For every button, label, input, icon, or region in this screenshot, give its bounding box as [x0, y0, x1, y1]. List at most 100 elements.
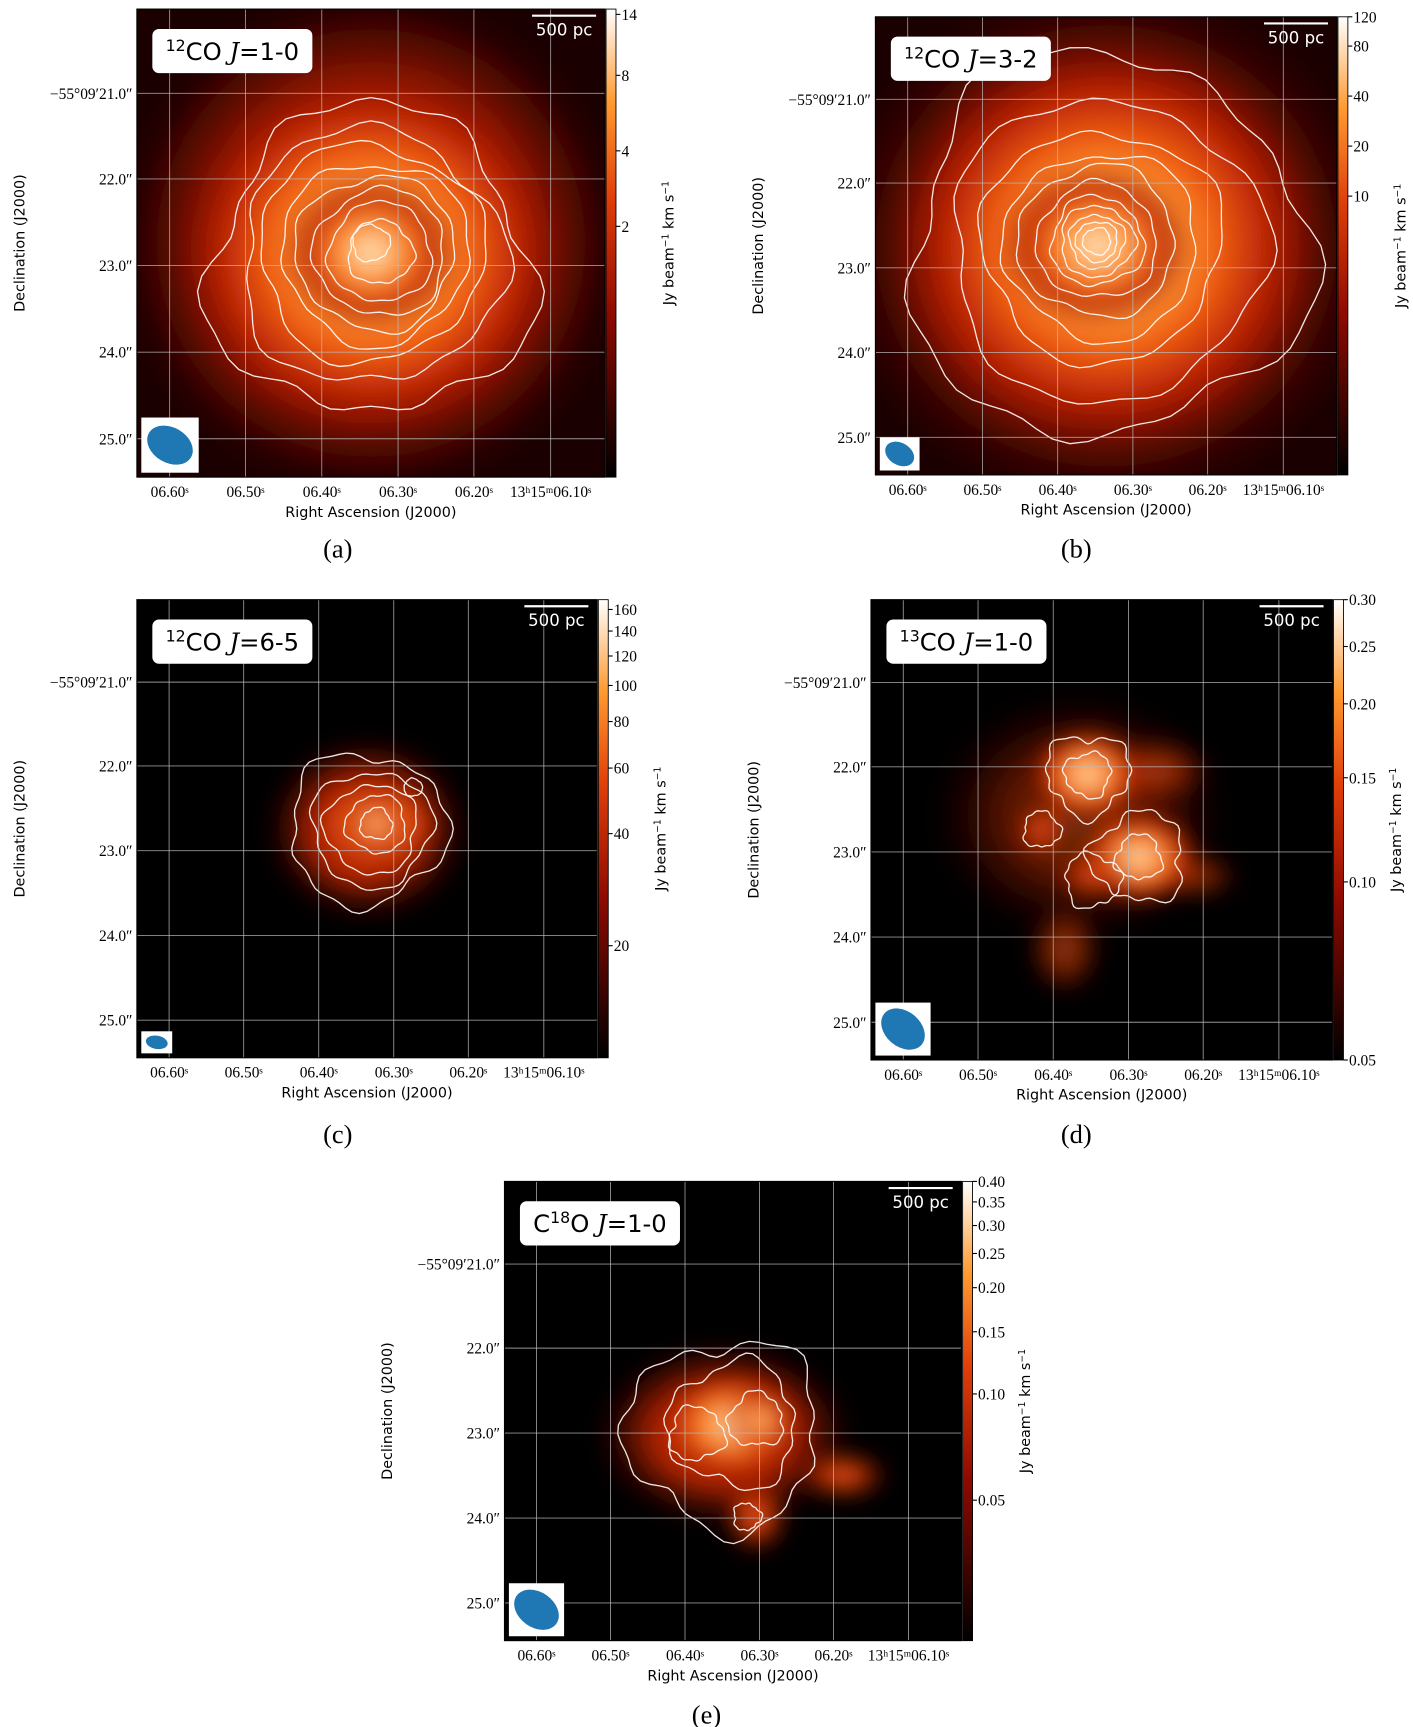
text-group: 13CO J=1-0 [900, 626, 1034, 657]
y-axis-label: Declination (J2000) [751, 177, 767, 315]
x-tick-label: 06.40ˢ [1034, 1067, 1073, 1084]
page: 500 pc 12CO J=1-0 06.60ˢ 06.50ˢ 06.40ˢ 06.30ˢ… [0, 0, 1413, 1727]
colorbar-tick-label: 80 [1353, 39, 1369, 56]
x-tick-label: 13ʰ15ᵐ06.10ˢ [510, 484, 592, 501]
text-group: Jy beam−1 km s−1 [1392, 184, 1410, 309]
emission-blob [797, 1452, 888, 1498]
text-group: Jy beam−1 km s−1 [660, 181, 678, 306]
colorbar-tick-label: 0.20 [978, 1280, 1005, 1297]
y-tick-label: −55°09′21.0″ [50, 675, 133, 692]
colorbar [963, 1181, 973, 1640]
y-tick-label: 24.0″ [838, 345, 871, 362]
x-tick-label: 06.60ˢ [517, 1648, 556, 1665]
emission-blob [724, 1480, 788, 1553]
text-group: Jy beam−1 km s−1 [1387, 768, 1405, 893]
x-tick-label: 06.40ˢ [1039, 482, 1078, 499]
y-tick-label: 23.0″ [833, 844, 866, 861]
colorbar-tick-label: 0.20 [1349, 696, 1376, 713]
emission-blob [1014, 802, 1069, 857]
text-part: CO [186, 627, 230, 656]
x-tick-label: 13ʰ15ᵐ06.10ˢ [1238, 1067, 1320, 1084]
x-tick-label: 06.60ˢ [884, 1067, 923, 1084]
scale-bar-label: 500 pc [892, 1193, 948, 1212]
text-part: =6-5 [239, 627, 299, 656]
x-tick-label: 06.30ˢ [375, 1065, 414, 1082]
colorbar-tick-label: 0.10 [978, 1386, 1005, 1403]
text-part: =1-0 [607, 1209, 667, 1238]
text-part: km s [1393, 197, 1409, 236]
text-part: Jy beam [1393, 250, 1409, 309]
x-tick-label: 06.60ˢ [150, 1065, 189, 1082]
text-group: Jy beam−1 km s−1 [652, 766, 670, 891]
text-part: CO [920, 627, 964, 656]
y-tick-label: 22.0″ [99, 172, 132, 189]
colorbar-tick-label: 0.30 [978, 1218, 1005, 1235]
text-part: −1 [652, 766, 663, 780]
text-group: Jy beam−1 km s−1 [1016, 1349, 1033, 1474]
colorbar [598, 600, 608, 1058]
x-tick-label: 06.20ˢ [1184, 1067, 1223, 1084]
x-tick-label: 06.20ˢ [449, 1065, 488, 1082]
text-part: −1 [652, 819, 663, 833]
y-tick-label: 23.0″ [99, 843, 132, 860]
colorbar-tick-label: 40 [614, 826, 630, 843]
figure: 500 pc 12CO J=1-0 06.60ˢ 06.50ˢ 06.40ˢ 06.30ˢ… [0, 0, 1413, 1727]
x-tick-label: 06.40ˢ [666, 1648, 705, 1665]
colorbar-tick-label: 0.05 [1349, 1053, 1376, 1070]
colorbar-tick-label: 100 [614, 678, 637, 695]
x-tick-label: 06.30ˢ [1114, 482, 1153, 499]
text-part: 12 [166, 626, 186, 645]
y-tick-label: 25.0″ [833, 1015, 866, 1032]
y-tick-label: 22.0″ [838, 176, 871, 193]
colorbar-tick-label: 20 [614, 938, 630, 955]
text-part: −1 [1392, 184, 1403, 198]
x-tick-label: 06.30ˢ [1109, 1067, 1148, 1084]
colorbar-tick-label: 0.15 [1349, 770, 1376, 787]
x-tick-label: 06.60ˢ [151, 484, 190, 501]
text-part: O [570, 1209, 597, 1238]
y-tick-label: 25.0″ [838, 430, 871, 447]
colorbar-tick-label: 0.30 [1349, 592, 1376, 609]
x-tick-label: 13ʰ15ᵐ06.10ˢ [1243, 482, 1325, 499]
text-part: km s [654, 780, 670, 819]
text-part: −1 [1392, 236, 1403, 250]
y-tick-label: 25.0″ [467, 1596, 500, 1613]
text-group: 12CO J=1-0 [166, 35, 300, 65]
text-part: Jy beam [1018, 1415, 1034, 1474]
y-tick-label: −55°09′21.0″ [50, 86, 133, 103]
x-tick-label: 06.50ˢ [963, 482, 1002, 499]
y-axis-label: Declination (J2000) [12, 174, 28, 312]
x-tick-label: 06.40ˢ [303, 484, 342, 501]
map: 500 pc12CO J=3-2 [829, 0, 1383, 512]
y-tick-label: 22.0″ [99, 758, 132, 775]
x-tick-label: 06.50ˢ [226, 484, 265, 501]
colorbar-tick-label: 10 [1353, 189, 1369, 206]
text-part: km s [1018, 1363, 1034, 1402]
y-tick-label: 25.0″ [99, 1013, 132, 1030]
text-part: 18 [550, 1208, 570, 1227]
map: 500 pc 12CO J=1-0 [113, 0, 628, 501]
y-axis-label: Declination (J2000) [12, 760, 28, 898]
text-part: CO [186, 37, 230, 66]
text-part: Jy beam [654, 833, 670, 892]
colorbar-tick-label: 140 [614, 624, 637, 641]
text-part: =3-2 [978, 45, 1038, 74]
text-part: km s [661, 195, 677, 234]
scale-bar-label: 500 pc [536, 21, 592, 40]
colorbar-tick-label: 20 [1353, 139, 1369, 156]
text-group: 12CO J=3-2 [904, 43, 1038, 73]
y-tick-label: 22.0″ [467, 1341, 500, 1358]
text-part: 12 [904, 43, 924, 62]
colorbar-tick-label: 0.25 [978, 1246, 1005, 1263]
panel: 500 pc12CO J=1-006.60ˢ06.50ˢ06.40ˢ06.30ˢ… [12, 0, 677, 564]
y-axis-label: Declination (J2000) [746, 761, 762, 899]
text-part: C [533, 1209, 550, 1238]
caption: (e) [692, 1699, 721, 1727]
colorbar-tick-label: 8 [621, 68, 629, 85]
caption: (d) [1061, 1119, 1092, 1149]
caption: (a) [323, 534, 352, 564]
